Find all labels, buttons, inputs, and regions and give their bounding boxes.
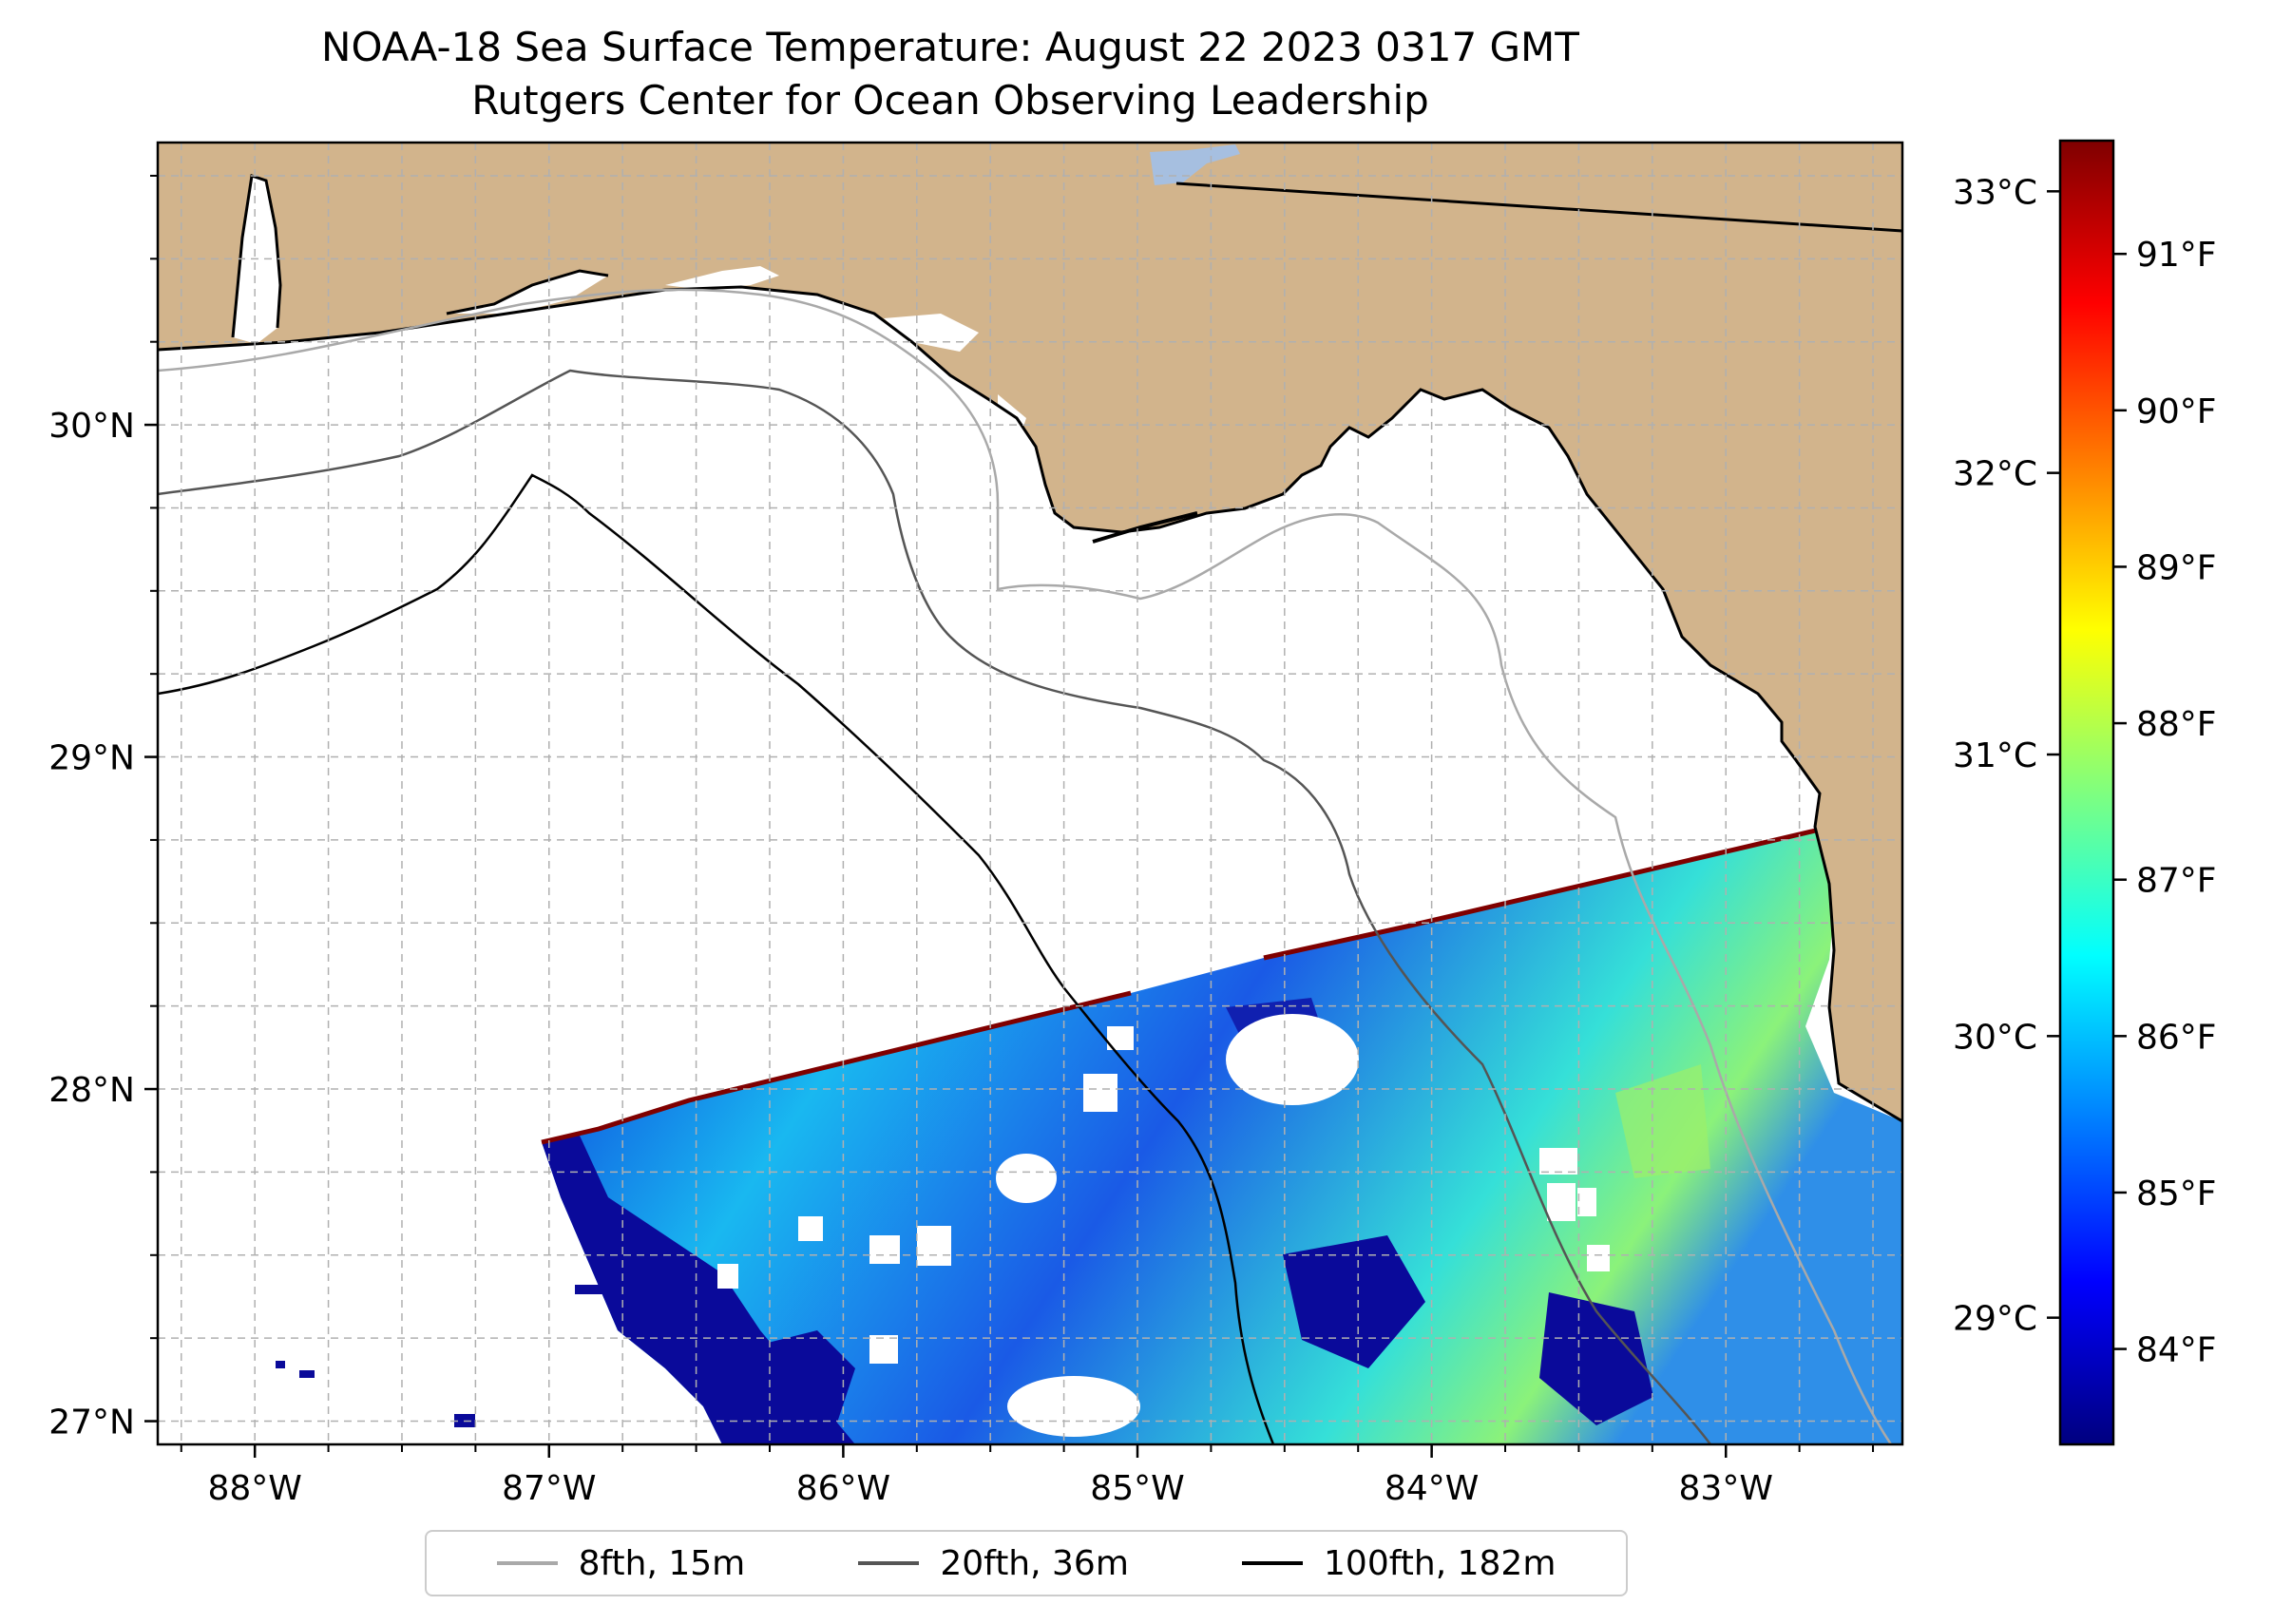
colorbar-gradient <box>2058 139 2115 1446</box>
isobath-15m <box>158 288 1893 1444</box>
latitude-axis: 30°N 29°N 28°N 27°N <box>48 174 158 1442</box>
fahrenheit-tick-label: 87°F <box>2136 862 2217 901</box>
fahrenheit-tick-label: 89°F <box>2136 548 2217 587</box>
colorbar: 33°C 32°C 31°C 30°C 29°C 91°F 90°F 89°F 88°F 87°… <box>1953 139 2217 1446</box>
lon-tick-label: 85°W <box>1090 1469 1184 1508</box>
land <box>158 143 1902 1121</box>
state-border <box>1175 182 1902 233</box>
lat-tick-label: 28°N <box>48 1071 135 1110</box>
fahrenheit-tick-label: 85°F <box>2136 1175 2217 1213</box>
celsius-tick-label: 30°C <box>1953 1018 2037 1057</box>
fahrenheit-tick-label: 90°F <box>2136 392 2217 431</box>
legend-line-light-grey <box>496 1561 558 1565</box>
lon-tick-label: 88°W <box>207 1469 301 1508</box>
lat-tick-label: 27°N <box>48 1404 135 1442</box>
coastline <box>158 285 1902 1123</box>
fahrenheit-tick-label: 91°F <box>2136 236 2217 275</box>
graticule <box>158 143 1902 1444</box>
celsius-tick-label: 33°C <box>1953 173 2037 212</box>
isobath-legend: 8fth, 15m 20fth, 36m 100fth, 182m <box>425 1530 1628 1596</box>
sst-swath <box>276 827 1902 1444</box>
map-title: NOAA-18 Sea Surface Temperature: August … <box>321 24 1579 70</box>
celsius-tick-label: 32°C <box>1953 455 2037 494</box>
lon-tick-label: 86°W <box>796 1469 890 1508</box>
map-frame <box>156 141 1904 1446</box>
legend-line-black <box>1242 1561 1304 1565</box>
legend-item-36m: 20fth, 36m <box>858 1544 1129 1583</box>
isobath-36m <box>158 369 1711 1444</box>
lat-tick-label: 30°N <box>48 407 135 446</box>
fahrenheit-tick-label: 88°F <box>2136 705 2217 744</box>
legend-label: 8fth, 15m <box>578 1543 746 1583</box>
lon-tick-label: 83°W <box>1679 1469 1773 1508</box>
legend-line-dark-grey <box>858 1561 920 1565</box>
lon-tick-label: 87°W <box>502 1469 596 1508</box>
legend-label: 100fth, 182m <box>1324 1543 1557 1583</box>
celsius-tick-label: 31°C <box>1953 736 2037 775</box>
lat-tick-label: 29°N <box>48 739 135 778</box>
legend-label: 20fth, 36m <box>940 1543 1129 1583</box>
fahrenheit-tick-label: 84°F <box>2136 1331 2217 1370</box>
legend-item-182m: 100fth, 182m <box>1242 1544 1556 1583</box>
isobath-182m <box>158 473 1275 1444</box>
longitude-axis: 88°W 87°W 86°W 85°W 84°W 83°W <box>180 1444 1875 1508</box>
fahrenheit-tick-label: 86°F <box>2136 1018 2217 1057</box>
legend-item-15m: 8fth, 15m <box>496 1543 746 1583</box>
map-subtitle: Rutgers Center for Ocean Observing Leade… <box>471 77 1429 124</box>
lon-tick-label: 84°W <box>1385 1469 1479 1508</box>
celsius-tick-label: 29°C <box>1953 1300 2037 1339</box>
